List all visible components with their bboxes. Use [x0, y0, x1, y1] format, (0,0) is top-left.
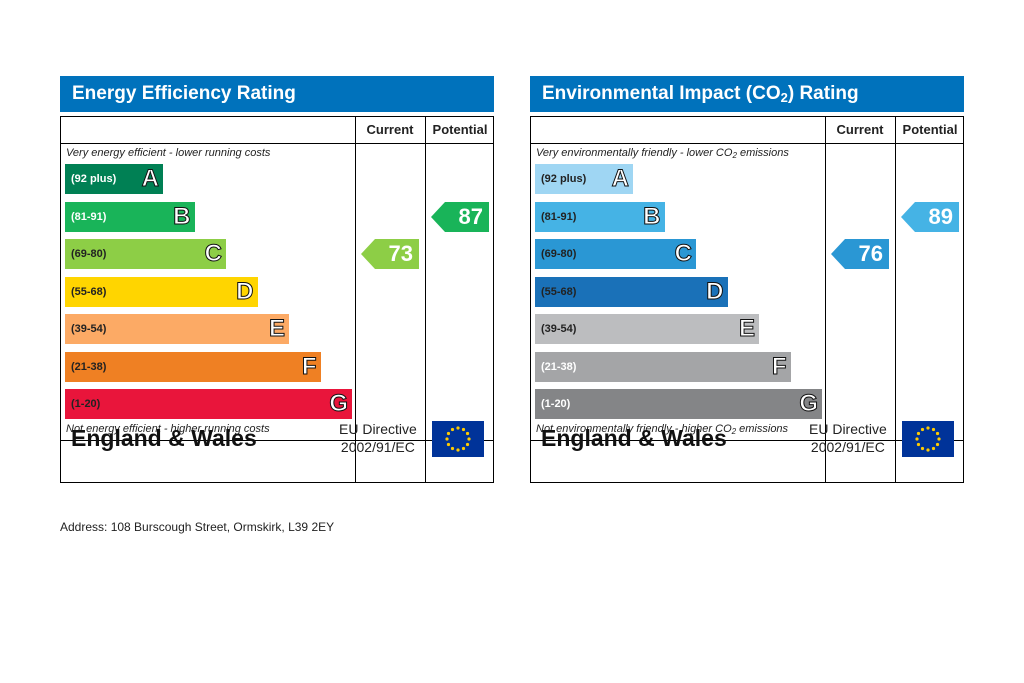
band-f: (21-38) F: [535, 351, 791, 382]
current-column-header: Current: [366, 122, 414, 137]
band-a: (92 plus) A: [65, 164, 163, 194]
band-letter: F: [771, 352, 787, 380]
chart-frame: Current Potential Very energy efficient …: [60, 116, 494, 483]
band-range-label: (55-68): [541, 285, 577, 298]
band-letter: B: [173, 202, 191, 230]
band-e: (39-54) E: [535, 314, 759, 344]
band-c: (69-80) C: [535, 239, 696, 269]
band-letter: C: [204, 240, 222, 268]
band-range-label: (1-20): [71, 398, 101, 410]
band-a: (92 plus) A: [535, 164, 633, 194]
potential-column-header: Potential: [432, 122, 488, 137]
band-b: (81-91) B: [535, 201, 665, 232]
band-letter: F: [301, 352, 317, 380]
band-letter: E: [738, 315, 755, 343]
band-letter: B: [643, 202, 661, 230]
band-letter: A: [611, 165, 629, 193]
top-note: Very energy efficient - lower running co…: [66, 147, 271, 159]
band-range-label: (69-80): [71, 248, 107, 260]
band-f: (21-38) F: [65, 351, 321, 382]
bottom-note: Not environmentally friendly - higher CO…: [536, 423, 789, 436]
current-rating-arrow: 76: [831, 239, 889, 269]
band-range-label: (21-38): [541, 360, 577, 373]
band-letter: G: [329, 390, 349, 418]
eu-flag-icon: [902, 421, 954, 457]
potential-rating-arrow: 89: [901, 201, 959, 232]
band-range-label: (39-54): [71, 323, 107, 335]
band-range-label: (81-91): [71, 210, 107, 223]
band-range-label: (55-68): [71, 285, 107, 298]
footer-region: England & Wales: [71, 425, 257, 451]
band-d: (55-68) D: [65, 276, 258, 307]
band-range-label: (1-20): [541, 398, 571, 410]
environmental-impact-chart: Environmental Impact (CO2) Rating Curren…: [530, 76, 964, 483]
band-letter: D: [706, 277, 724, 305]
band-letter: D: [236, 277, 254, 305]
footer-region: England & Wales: [541, 425, 727, 451]
top-note: Very environmentally friendly - lower CO…: [536, 147, 789, 160]
band-letter: E: [268, 315, 285, 343]
bottom-note: Not energy efficient - higher running co…: [66, 423, 270, 435]
property-address: Address: 108 Burscough Street, Ormskirk,…: [60, 520, 335, 534]
current-column-header: Current: [836, 122, 884, 137]
band-range-label: (81-91): [541, 210, 577, 223]
band-b: (81-91) B: [65, 201, 195, 232]
chart-title: Environmental Impact (CO2) Rating: [530, 76, 964, 112]
current-rating-value: 73: [388, 241, 413, 266]
footer-directive: EU Directive 2002/91/EC: [339, 421, 417, 455]
potential-rating-value: 87: [458, 203, 483, 229]
band-letter: C: [674, 240, 692, 268]
band-g: (1-20) G: [65, 389, 352, 419]
energy-efficiency-chart: Energy Efficiency Rating Current Potenti…: [60, 76, 494, 483]
band-e: (39-54) E: [65, 314, 289, 344]
band-range-label: (21-38): [71, 360, 107, 373]
band-range-label: (39-54): [541, 323, 577, 335]
band-letter: A: [141, 165, 159, 193]
potential-column-header: Potential: [902, 122, 958, 137]
potential-rating-arrow: 87: [431, 201, 489, 232]
band-range-label: (92 plus): [541, 173, 587, 185]
footer-directive: EU Directive 2002/91/EC: [809, 421, 887, 455]
eu-flag-icon: [432, 421, 484, 457]
chart-title: Energy Efficiency Rating: [60, 76, 494, 112]
band-letter: G: [799, 390, 819, 418]
potential-rating-value: 89: [928, 203, 953, 229]
band-range-label: (69-80): [541, 248, 577, 260]
band-g: (1-20) G: [535, 389, 822, 419]
current-rating-value: 76: [858, 241, 883, 266]
band-d: (55-68) D: [535, 276, 728, 307]
chart-frame: Current Potential Very environmentally f…: [530, 116, 964, 483]
band-range-label: (92 plus): [71, 173, 117, 185]
band-c: (69-80) C: [65, 239, 226, 269]
current-rating-arrow: 73: [361, 239, 419, 269]
